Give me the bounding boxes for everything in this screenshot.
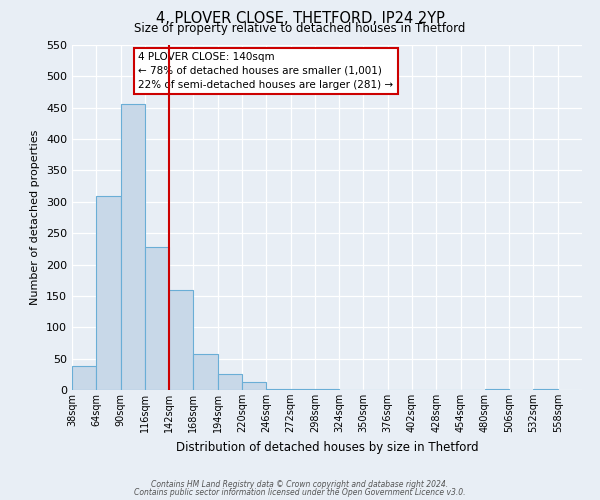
Bar [290,388,315,390]
Bar [485,388,509,390]
Bar [193,354,218,390]
Bar [266,388,290,390]
Bar [315,388,339,390]
X-axis label: Distribution of detached houses by size in Thetford: Distribution of detached houses by size … [176,440,478,454]
Text: Size of property relative to detached houses in Thetford: Size of property relative to detached ho… [134,22,466,35]
Text: 4 PLOVER CLOSE: 140sqm
← 78% of detached houses are smaller (1,001)
22% of semi-: 4 PLOVER CLOSE: 140sqm ← 78% of detached… [139,52,394,90]
Bar [169,290,193,390]
Bar [72,366,96,390]
Bar [96,196,121,390]
Text: Contains HM Land Registry data © Crown copyright and database right 2024.: Contains HM Land Registry data © Crown c… [151,480,449,489]
Bar [121,104,145,390]
Bar [145,247,169,390]
Bar [218,374,242,390]
Bar [533,388,558,390]
Y-axis label: Number of detached properties: Number of detached properties [31,130,40,305]
Text: Contains public sector information licensed under the Open Government Licence v3: Contains public sector information licen… [134,488,466,497]
Text: 4, PLOVER CLOSE, THETFORD, IP24 2YP: 4, PLOVER CLOSE, THETFORD, IP24 2YP [155,11,445,26]
Bar [242,382,266,390]
